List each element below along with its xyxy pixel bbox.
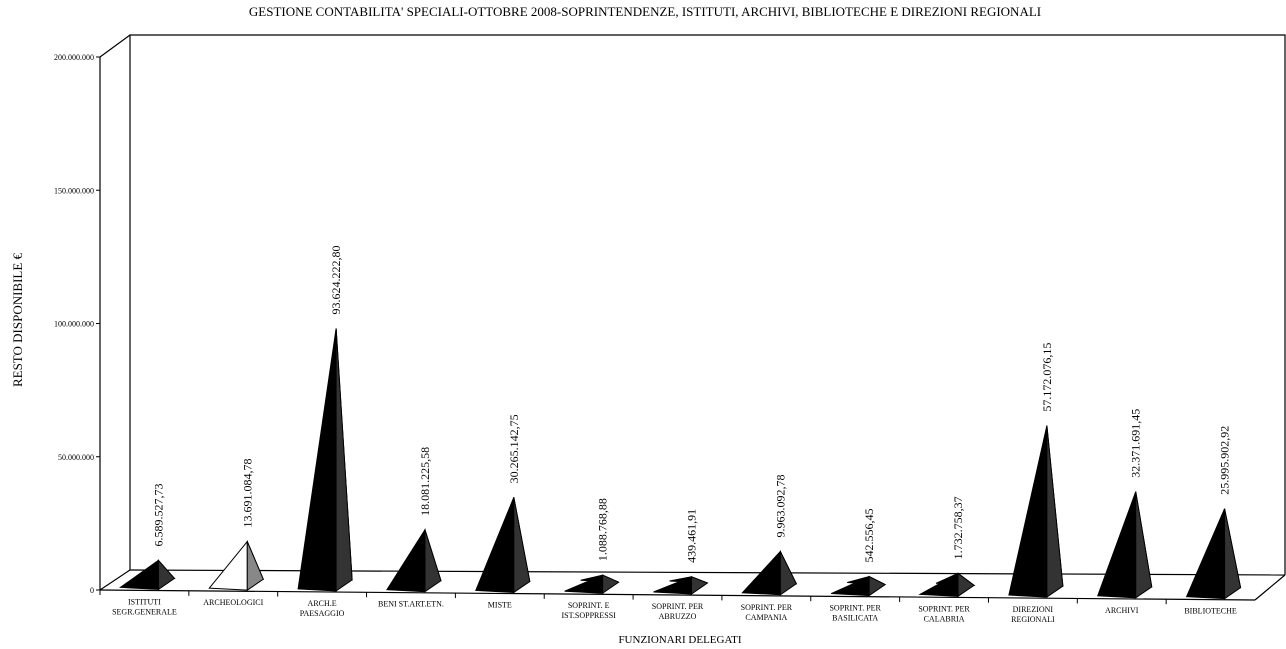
data-label: 6.589.527,73 [151, 483, 165, 546]
x-tick-label: SOPRINT. PER CALABRIA [918, 604, 970, 623]
y-tick-label: 50.000.000 [58, 453, 94, 462]
x-tick-label: DIREZIONI REGIONALI [1011, 605, 1055, 624]
x-tick-label: BIBLIOTECHE [1184, 607, 1237, 616]
chart-title: GESTIONE CONTABILITA' SPECIALI-OTTOBRE 2… [249, 4, 1041, 19]
pyramid-side [957, 572, 975, 598]
x-tick-label: BENI ST.ART.ETN. [378, 600, 444, 609]
y-tick-label: 100.000.000 [54, 320, 94, 329]
x-tick-label: ISTITUTI SEGR.GENERALE [112, 597, 177, 616]
pyramid [1097, 491, 1137, 599]
x-tick-label: SOPRINT. PER ABRUZZO [652, 602, 704, 621]
x-tick-label: SOPRINT. PER CAMPANIA [741, 603, 793, 622]
pyramid-side [335, 328, 353, 592]
data-label: 9.963.092,78 [773, 474, 787, 537]
pyramid [386, 528, 426, 593]
data-label: 18.081.225,58 [418, 447, 432, 516]
data-label: 542.556,45 [862, 509, 876, 563]
y-axis-title: RESTO DISPONIBILE € [10, 252, 25, 387]
pyramid [118, 559, 159, 590]
pyramid-side [691, 576, 709, 595]
data-label: 25.995.902,92 [1218, 426, 1232, 495]
x-axis-title: FUNZIONARI DELEGATI [618, 634, 741, 646]
pyramid [297, 328, 337, 592]
pyramid [653, 576, 692, 595]
y-tick-label: 200.000.000 [54, 53, 94, 62]
y-tick-label: 0 [90, 586, 94, 595]
pyramid [1185, 508, 1226, 600]
x-tick-label: ARCH.E PAESAGGIO [300, 599, 345, 618]
pyramid [918, 572, 959, 597]
pyramid-side [513, 497, 531, 594]
pyramid-side [868, 575, 887, 597]
data-label: 30.265.142,75 [507, 414, 521, 483]
pyramid-side [1046, 425, 1064, 599]
data-label: 1.732.758,37 [951, 496, 965, 559]
pyramid [208, 540, 248, 591]
pyramid-side [1224, 508, 1242, 600]
data-label: 13.691.084,78 [240, 459, 254, 528]
pyramid-side [602, 574, 620, 595]
data-label: 93.624.222,80 [329, 245, 343, 314]
data-label: 32.371.691,45 [1129, 409, 1143, 478]
pyramid [564, 574, 604, 594]
pyramid [830, 575, 870, 597]
x-tick-label: ARCHIVI [1105, 606, 1139, 615]
data-label: 57.172.076,15 [1040, 343, 1054, 412]
data-label: 1.088.768,88 [596, 498, 610, 561]
pyramid-side [779, 551, 797, 596]
data-label: 439.461,91 [685, 509, 699, 563]
pyramid-side [246, 541, 264, 592]
pyramid [475, 497, 515, 593]
pyramid-side [157, 559, 176, 591]
x-tick-label: MISTE [488, 600, 512, 609]
pyramid [1008, 425, 1048, 598]
y-tick-label: 150.000.000 [54, 186, 94, 195]
x-tick-label: ARCHEOLOGICI [203, 598, 263, 607]
x-tick-label: SOPRINT. E IST.SOPPRESSI [561, 601, 616, 620]
pyramid-side [424, 529, 442, 593]
pyramid-side [1135, 491, 1153, 599]
x-tick-label: SOPRINT. PER BASILICATA [829, 604, 881, 623]
